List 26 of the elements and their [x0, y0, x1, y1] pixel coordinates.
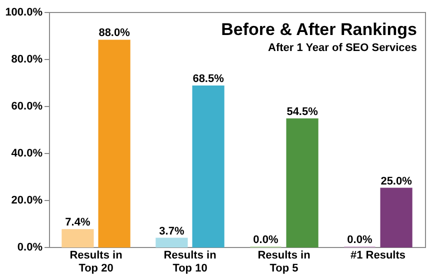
- y-tick-label: 80.0%: [11, 54, 43, 66]
- y-tick-label: 0.0%: [17, 242, 43, 254]
- bar: [380, 188, 412, 248]
- bar: [98, 40, 130, 248]
- x-tick-label: Results in Top 20: [70, 250, 123, 274]
- data-label: 25.0%: [380, 175, 412, 188]
- y-tick-label: 20.0%: [11, 194, 43, 206]
- x-tick-label: Results in Top 5: [258, 250, 311, 274]
- y-tick-label: 100.0%: [5, 6, 43, 18]
- data-label: 0.0%: [253, 234, 278, 246]
- bar: [156, 238, 188, 248]
- data-label: 7.4%: [65, 216, 90, 229]
- chart-title: Before & After Rankings: [221, 20, 417, 39]
- data-label: 0.0%: [347, 234, 372, 246]
- data-label: 88.0%: [98, 27, 130, 40]
- y-tick-label: 40.0%: [11, 148, 43, 160]
- y-tick-label: 60.0%: [11, 100, 43, 112]
- data-label: 68.5%: [192, 73, 224, 86]
- x-tick-label: Results in Top 10: [164, 250, 217, 274]
- bar: [286, 118, 318, 248]
- bar: [62, 229, 94, 248]
- text: After 1 Year of SEO Services: [268, 42, 417, 54]
- x-tick-label: #1 Results: [350, 250, 406, 262]
- data-label: 54.5%: [286, 106, 318, 118]
- data-label: 3.7%: [159, 225, 184, 238]
- bar: [192, 86, 224, 248]
